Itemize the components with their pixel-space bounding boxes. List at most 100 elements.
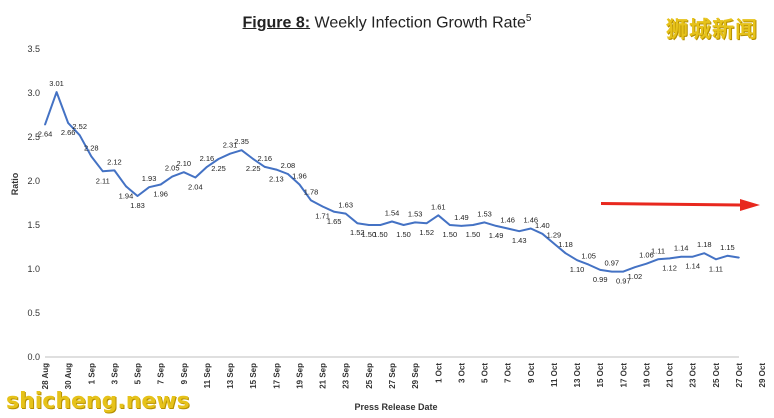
data-point bbox=[55, 91, 58, 93]
data-label: 1.50 bbox=[396, 230, 411, 239]
data-label: 2.10 bbox=[176, 159, 191, 168]
data-label: 1.49 bbox=[489, 231, 504, 240]
data-label: 3.01 bbox=[49, 79, 64, 88]
data-point bbox=[298, 183, 301, 186]
title-text: Weekly Infection Growth Rate bbox=[314, 14, 526, 32]
data-point bbox=[287, 173, 289, 175]
x-axis-label: Press Release Date bbox=[354, 402, 437, 412]
data-label: 2.11 bbox=[96, 176, 110, 185]
data-point bbox=[263, 166, 266, 168]
data-point bbox=[183, 171, 185, 173]
x-tick-label: 5 Sep bbox=[134, 363, 143, 384]
data-point bbox=[703, 252, 706, 254]
data-label: 1.71 bbox=[315, 212, 330, 221]
data-point bbox=[564, 252, 567, 254]
x-tick-label: 19 Oct bbox=[642, 363, 651, 388]
data-point bbox=[645, 262, 648, 265]
data-label: 2.35 bbox=[234, 137, 249, 146]
x-tick-label: 21 Sep bbox=[319, 363, 328, 389]
data-label: 1.50 bbox=[443, 230, 458, 239]
data-point bbox=[194, 176, 197, 179]
x-tick-label: 9 Sep bbox=[180, 363, 189, 384]
data-label: 1.93 bbox=[142, 174, 157, 183]
x-tick-label: 3 Sep bbox=[110, 363, 119, 384]
data-label: 1.40 bbox=[535, 221, 550, 230]
watermark-logo-bottom: shicheng.news bbox=[6, 389, 190, 414]
x-tick-label: 25 Sep bbox=[365, 363, 374, 389]
x-tick-label: 17 Oct bbox=[619, 363, 628, 388]
data-label: 2.16 bbox=[257, 154, 272, 163]
data-label: 1.29 bbox=[547, 230, 562, 239]
data-point bbox=[530, 227, 532, 230]
data-label: 1.18 bbox=[697, 240, 712, 249]
data-label: 2.64 bbox=[38, 130, 53, 139]
data-point bbox=[44, 123, 46, 126]
x-tick-label: 28 Aug bbox=[41, 363, 50, 389]
x-tick-label: 15 Sep bbox=[249, 363, 258, 389]
data-label: 2.28 bbox=[84, 143, 99, 152]
data-point bbox=[136, 195, 139, 197]
data-label: 1.05 bbox=[581, 252, 596, 261]
data-label: 1.52 bbox=[419, 228, 434, 237]
data-point bbox=[159, 183, 162, 186]
annotation-arrow bbox=[601, 199, 760, 211]
data-point bbox=[622, 270, 625, 273]
series bbox=[44, 91, 740, 273]
x-tick-label: 15 Oct bbox=[596, 363, 605, 388]
data-point bbox=[321, 205, 324, 208]
x-tick-label: 27 Oct bbox=[735, 363, 744, 388]
data-point bbox=[541, 233, 544, 235]
data-label: 1.53 bbox=[408, 209, 423, 218]
data-label: 2.16 bbox=[200, 154, 215, 163]
y-tick-label: 2.5 bbox=[27, 132, 40, 142]
data-point bbox=[229, 152, 231, 155]
data-point bbox=[715, 258, 717, 261]
data-point bbox=[425, 222, 428, 225]
data-point bbox=[599, 269, 601, 271]
x-tick-label: 3 Oct bbox=[457, 363, 466, 383]
data-point bbox=[148, 186, 150, 188]
watermark-logo-top: 狮城新闻 bbox=[665, 18, 758, 43]
data-point bbox=[518, 230, 521, 232]
x-tick-label: 29 Sep bbox=[411, 363, 420, 389]
data-label: 1.18 bbox=[558, 240, 573, 249]
data-label: 0.99 bbox=[593, 275, 608, 284]
data-label: 1.14 bbox=[685, 262, 700, 271]
data-point bbox=[206, 166, 208, 168]
data-point bbox=[402, 224, 405, 226]
data-label: 2.52 bbox=[72, 122, 87, 131]
x-tick-label: 13 Oct bbox=[573, 363, 582, 388]
data-point bbox=[67, 122, 69, 124]
title-footnote: 5 bbox=[525, 13, 532, 24]
data-label: 1.65 bbox=[327, 217, 342, 226]
data-label: 2.05 bbox=[165, 164, 180, 173]
data-point bbox=[391, 220, 393, 223]
x-tick-label: 9 Oct bbox=[527, 363, 536, 383]
data-point bbox=[460, 225, 463, 227]
data-point bbox=[472, 224, 474, 226]
data-label: 1.63 bbox=[338, 201, 353, 210]
data-label: 2.66 bbox=[61, 128, 76, 137]
data-label: 1.02 bbox=[628, 272, 643, 281]
data-label: 2.08 bbox=[281, 161, 296, 170]
data-point bbox=[657, 258, 659, 261]
data-point bbox=[125, 185, 127, 188]
x-tick-label: 13 Sep bbox=[226, 363, 235, 389]
data-point bbox=[449, 224, 451, 226]
y-tick-label: 3.5 bbox=[27, 44, 40, 54]
x-tick-label: 7 Oct bbox=[504, 363, 513, 383]
data-point bbox=[379, 224, 382, 226]
data-point bbox=[495, 225, 497, 227]
data-label: 1.46 bbox=[500, 216, 515, 225]
figure-number: Figure 8: bbox=[242, 14, 311, 32]
data-point bbox=[738, 256, 740, 259]
data-label: 1.94 bbox=[119, 191, 134, 200]
data-point bbox=[240, 149, 243, 151]
x-tick-label: 1 Sep bbox=[87, 363, 96, 384]
y-axis: 0.0 0.5 1.0 1.5 2.0 2.5 3.0 3.5 bbox=[27, 44, 40, 362]
data-label: 1.53 bbox=[477, 209, 492, 218]
data-point bbox=[691, 255, 694, 258]
data-label: 1.50 bbox=[466, 230, 481, 239]
data-point bbox=[102, 170, 104, 173]
